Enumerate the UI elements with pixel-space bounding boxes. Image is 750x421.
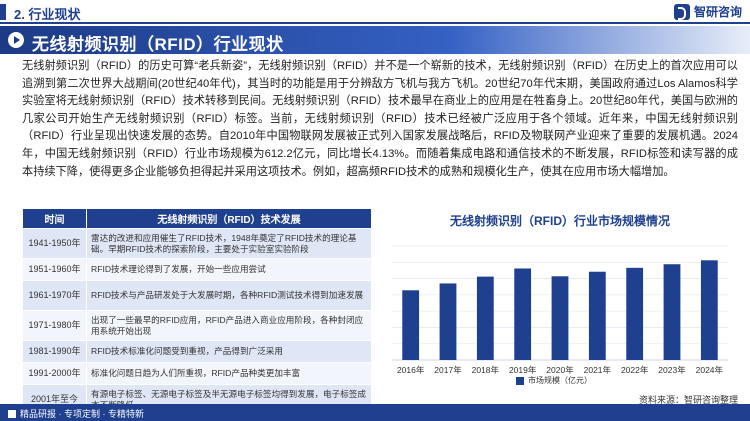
bar-2019年 xyxy=(514,268,532,360)
table-row: 1981-1990年 RFID技术标准化问题受到重视，产品得到广泛采用 xyxy=(22,340,372,363)
chart-title: 无线射频识别（RFID）行业市场规模情况 xyxy=(450,214,670,228)
row-desc: 标准化问题日趋为人们所重视，RFID产品种类更加丰富 xyxy=(86,362,372,385)
row-period: 1961-1970年 xyxy=(22,280,87,311)
table-header-row: 时间 无线射频识别（RFID）技术发展 xyxy=(22,208,372,229)
table-row: 1961-1970年 RFID技术与产品研发处于大发展时期，各种RFID测试技术… xyxy=(22,280,372,311)
top-divider xyxy=(0,22,750,24)
row-period: 1941-1950年 xyxy=(22,228,87,259)
source-note: 资料来源：智研咨询整理 xyxy=(638,395,738,405)
bar-2017年 xyxy=(439,283,457,360)
x-tick-label: 2023年 xyxy=(658,365,686,375)
section-accent xyxy=(0,4,6,20)
table-row: 1951-1960年 RFID技术理论得到了发展，开始一些应用尝试 xyxy=(22,258,372,281)
rfid-history-table: 时间 无线射频识别（RFID）技术发展 1941-1950年 雷达的改进和应用催… xyxy=(22,208,372,415)
footer-tagline: 精品研报 · 专项定制 · 专精特新 xyxy=(8,407,144,420)
footer-bar: 精品研报 · 专项定制 · 专精特新 xyxy=(0,404,750,421)
x-tick-label: 2021年 xyxy=(584,365,612,375)
play-icon xyxy=(8,32,24,48)
footer-text: 精品研报 · 专项定制 · 专精特新 xyxy=(20,409,144,419)
x-tick-label: 2019年 xyxy=(509,365,537,375)
x-tick-label: 2024年 xyxy=(696,365,724,375)
table-header-desc: 无线射频识别（RFID）技术发展 xyxy=(86,208,372,229)
bar-2020年 xyxy=(551,276,569,360)
chart-legend: 市场规模（亿元） xyxy=(516,375,592,386)
bar-2023年 xyxy=(663,264,681,360)
intro-paragraph: 无线射频识别（RFID）的历史可算“老兵新姿”，无线射频识别（RFID）并不是一… xyxy=(22,60,738,178)
market-size-chart: 2016年 2017年 2018年 2019年 2020年 2021年 2022年 2023年… xyxy=(392,245,728,375)
bar-2024年 xyxy=(700,260,718,360)
x-tick-label: 2018年 xyxy=(472,365,500,375)
logo-text: 智研咨询 xyxy=(693,5,742,19)
table-row: 1991-2000年 标准化问题日趋为人们所重视，RFID产品种类更加丰富 xyxy=(22,362,372,385)
legend-swatch xyxy=(516,376,524,385)
brand-logo[interactable]: 智研咨询 xyxy=(673,3,742,20)
x-tick-label: 2017年 xyxy=(434,365,462,375)
row-period: 1951-1960年 xyxy=(22,258,87,281)
row-desc: RFID技术理论得到了发展，开始一些应用尝试 xyxy=(86,258,372,281)
row-period: 1981-1990年 xyxy=(22,340,87,363)
bar-2022年 xyxy=(626,267,644,360)
page-title: 无线射频识别（RFID）行业现状 xyxy=(32,35,284,54)
row-desc: RFID技术与产品研发处于大发展时期，各种RFID测试技术得到加速发展 xyxy=(86,280,372,311)
row-period: 1991-2000年 xyxy=(22,362,87,385)
row-desc: 出现了一些最早的RFID应用，RFID产品进入商业应用阶段，各种封闭应用系统开始… xyxy=(86,310,372,341)
table-header-period: 时间 xyxy=(22,208,87,229)
section-title: 2. 行业现状 xyxy=(14,7,81,22)
bar-2021年 xyxy=(588,271,606,360)
row-desc: 雷达的改进和应用催生了RFID技术，1948年奠定了RFID技术的理论基础。早期… xyxy=(86,228,372,259)
title-banner: 无线射频识别（RFID）行业现状 xyxy=(0,26,750,54)
footer-square-icon xyxy=(8,409,16,418)
row-desc: RFID技术标准化问题受到重视，产品得到广泛采用 xyxy=(86,340,372,363)
logo-icon xyxy=(673,3,690,20)
table-row: 1941-1950年 雷达的改进和应用催生了RFID技术，1948年奠定了RFI… xyxy=(22,228,372,259)
top-bar: 2. 行业现状 智研咨询 xyxy=(0,0,750,24)
x-tick-label: 2016年 xyxy=(397,365,425,375)
legend-label: 市场规模（亿元） xyxy=(528,376,592,385)
table-row: 1971-1980年 出现了一些最早的RFID应用，RFID产品进入商业应用阶段… xyxy=(22,310,372,341)
x-tick-label: 2022年 xyxy=(621,365,649,375)
x-tick-label: 2020年 xyxy=(546,365,574,375)
row-period: 1971-1980年 xyxy=(22,310,87,341)
bar-2016年 xyxy=(402,290,420,360)
bar-2018年 xyxy=(476,276,494,360)
